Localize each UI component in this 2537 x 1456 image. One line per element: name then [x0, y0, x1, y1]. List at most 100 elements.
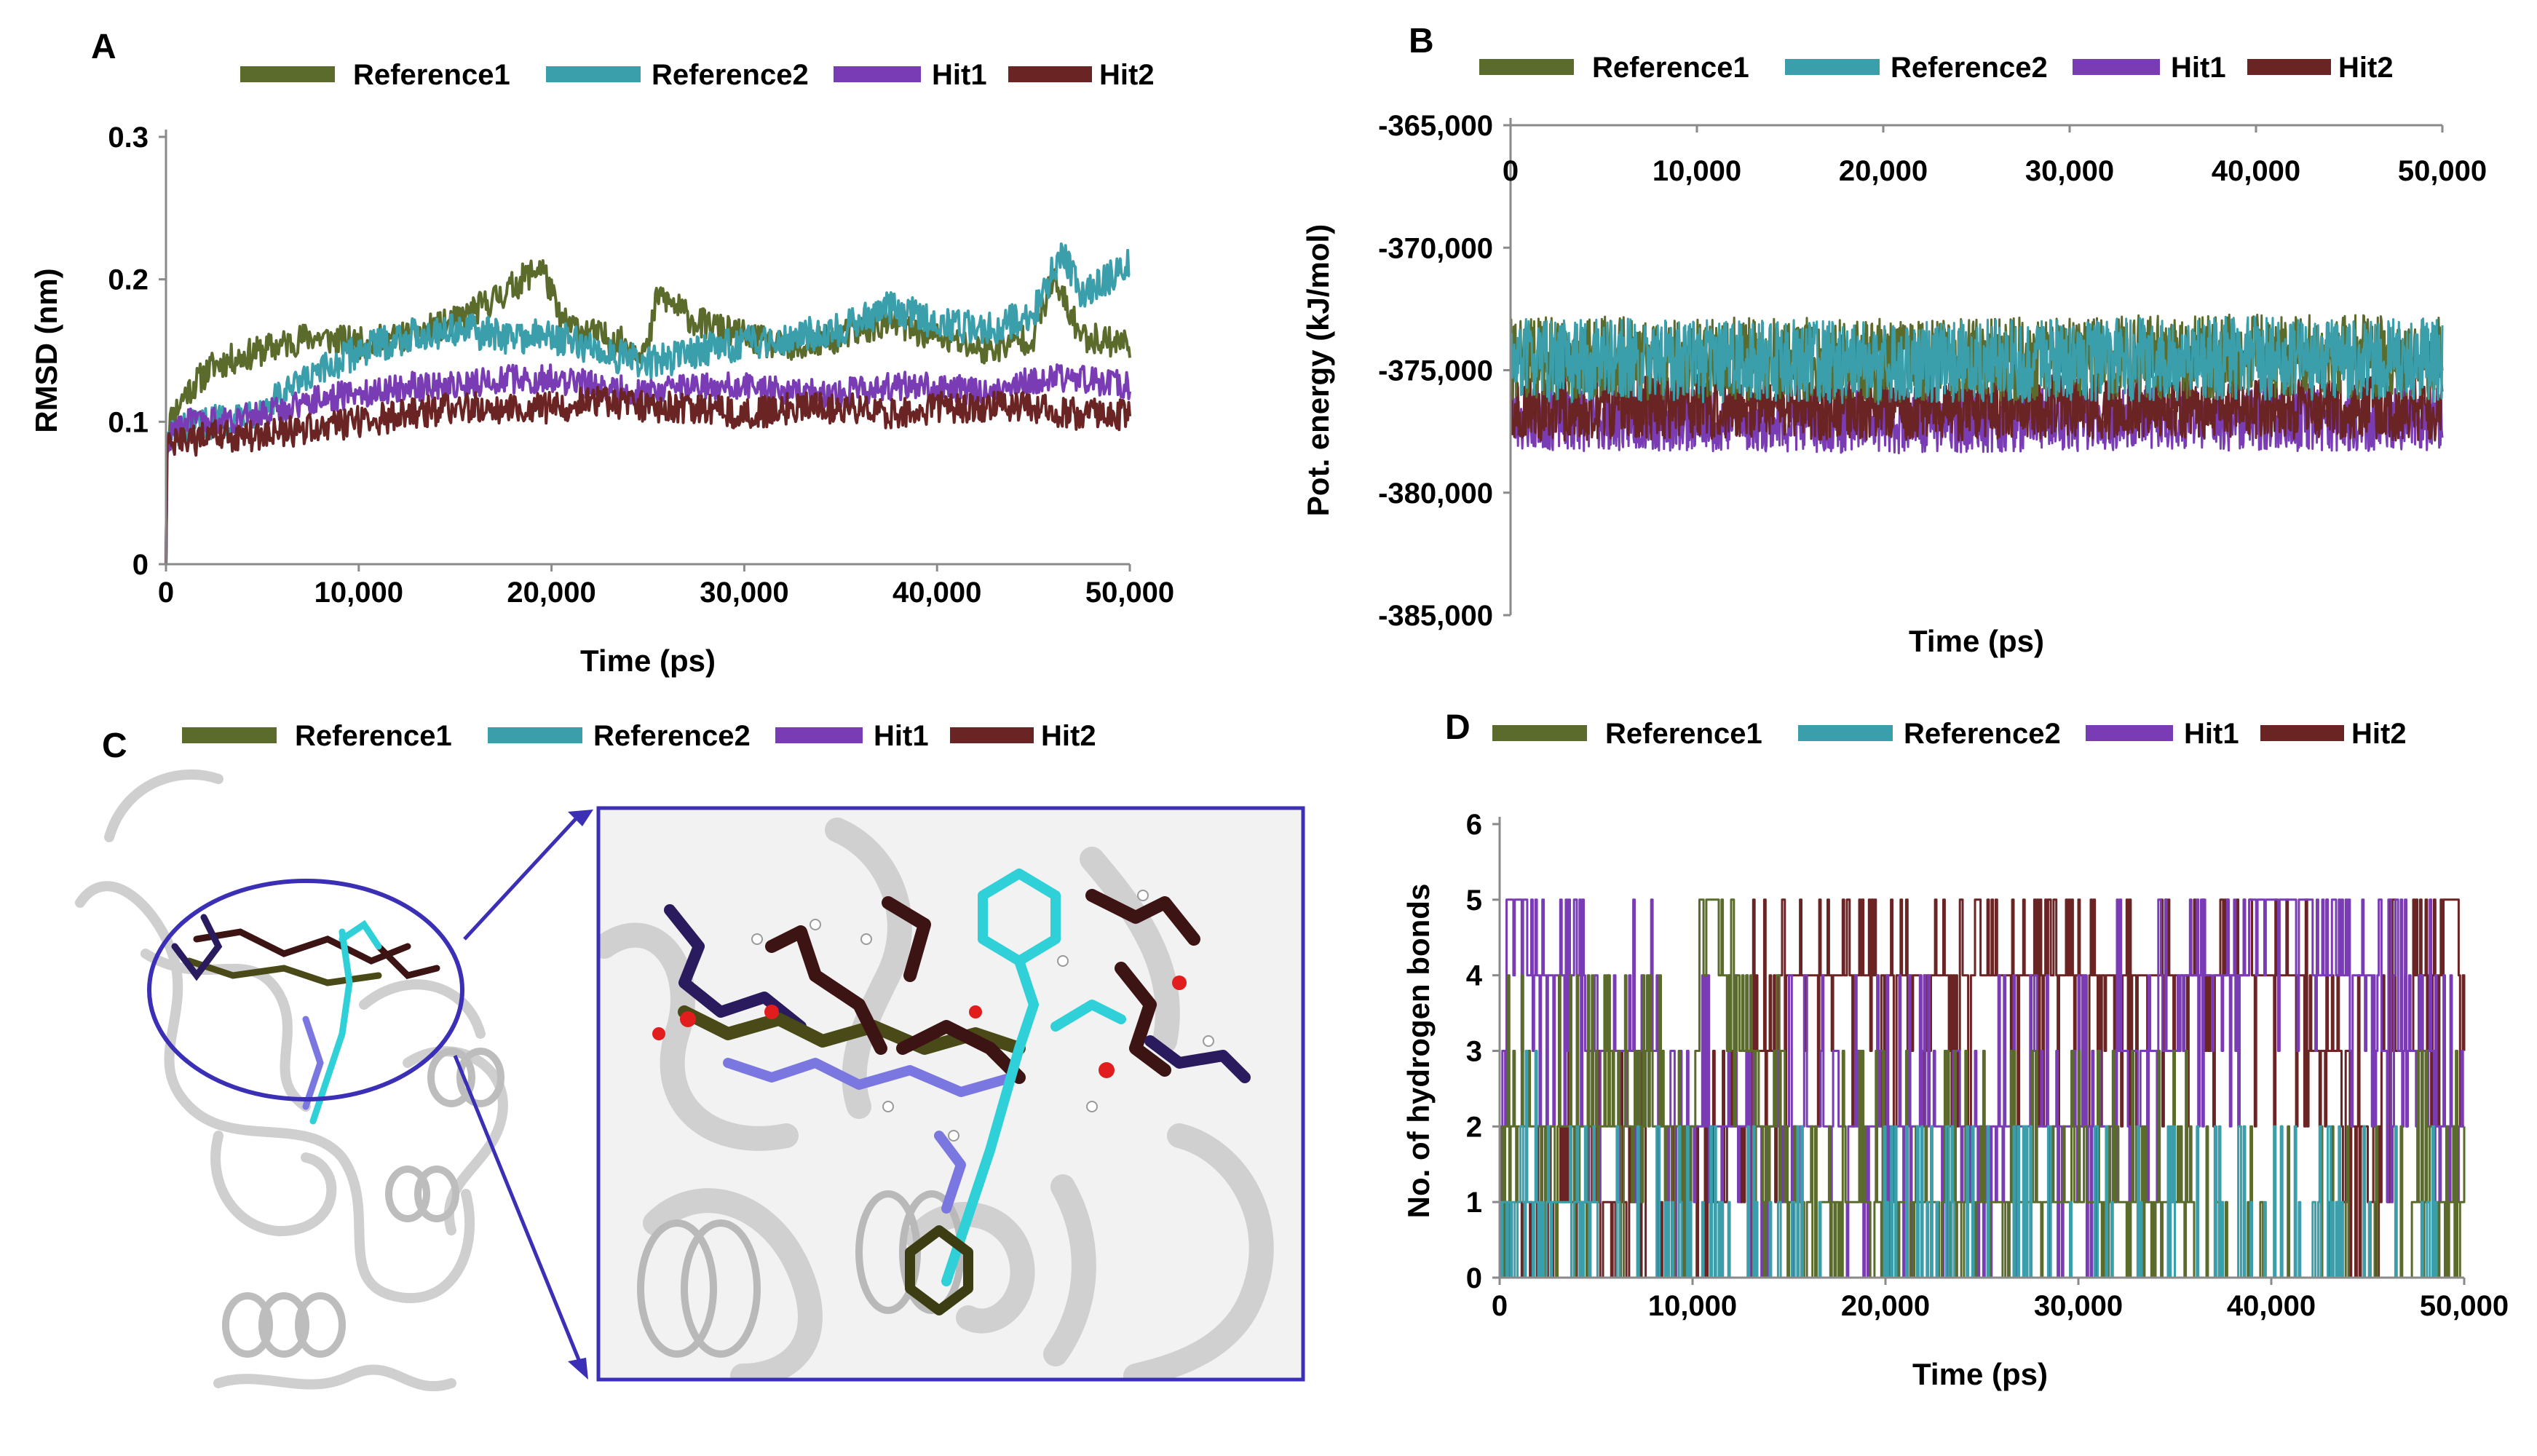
panel-d-legend-label-reference1: Reference1	[1605, 718, 1762, 750]
zoom-line-bottom	[453, 1055, 585, 1369]
panel-d-y-tick-label: 6	[1466, 809, 1482, 841]
panel-b-y-axis-title: Pot. energy (kJ/mol)	[1301, 224, 1335, 516]
panel-d-y-tick-label: 0	[1466, 1262, 1482, 1294]
panel-a-y-axis-title: RMSD (nm)	[29, 268, 63, 432]
panel-d-y-tick-label: 1	[1466, 1187, 1482, 1219]
panel-d-legend-label-reference2: Reference2	[1904, 718, 2061, 750]
panel-d-x-tick-label: 50,000	[2420, 1290, 2509, 1322]
panel-b-y-tick-label: -365,000	[1378, 110, 1493, 142]
panel-b-legend-swatch-hit1	[2073, 59, 2160, 75]
panel-d-y-axis-title: No. of hydrogen bonds	[1401, 884, 1436, 1219]
binding-site-circle	[147, 879, 464, 1101]
panel-a-x-tick-label: 40,000	[892, 577, 981, 609]
panel-c-legend-label-reference2: Reference2	[593, 720, 751, 752]
panel-b-y-tick-label: -385,000	[1378, 600, 1493, 632]
panel-b-legend-swatch-reference2	[1785, 59, 1880, 75]
panel-a-legend-swatch-hit1	[834, 66, 921, 82]
inset-ribbon	[598, 818, 1274, 1380]
panel-b-x-tick-label: 0	[1503, 155, 1519, 187]
zoom-inset	[596, 806, 1305, 1382]
panel-c-legend-label-reference1: Reference1	[295, 720, 452, 752]
panel-a-x-tick-label: 20,000	[507, 577, 595, 609]
panel-d-x-tick-label: 10,000	[1648, 1290, 1737, 1322]
panel-b-x-tick-label: 20,000	[1839, 155, 1928, 187]
panel-d-legend-swatch-hit2	[2260, 725, 2344, 741]
zoom-arrow-top	[568, 810, 593, 826]
panel-d-legend-label-hit2: Hit2	[2351, 718, 2407, 750]
panel-b-x-tick-label: 50,000	[2398, 155, 2487, 187]
panel-label-d: D	[1445, 708, 1471, 747]
panel-a-x-axis-title: Time (ps)	[580, 644, 716, 678]
panel-d-legend-swatch-reference2	[1798, 725, 1893, 741]
zoom-line-top	[463, 810, 584, 941]
panel-b-x-axis-title: Time (ps)	[1909, 624, 2044, 658]
panel-b-series-reference2	[1509, 315, 2444, 405]
panel-a-y-tick-label: 0.2	[108, 264, 149, 296]
panel-label-c: C	[102, 727, 127, 765]
inset-hydrogen-atoms	[751, 890, 1214, 1142]
panel-b-x-tick-label: 40,000	[2212, 155, 2300, 187]
panel-a-legend-label-hit1: Hit1	[932, 59, 987, 91]
panel-a-series-hit1	[165, 363, 1131, 565]
panel-c-legend-label-hit1: Hit1	[874, 720, 929, 752]
panel-c-legend-swatch-hit2	[950, 727, 1034, 743]
inset-frame	[596, 806, 1305, 1382]
panel-c-legend: Reference1 Reference2 Hit1 Hit2	[182, 720, 1096, 752]
protein-helix-coils	[222, 1048, 504, 1358]
panel-b-legend-swatch-hit2	[2247, 59, 2331, 75]
panel-a-legend-swatch-hit2	[1008, 66, 1092, 82]
panel-d-y-tick-label: 5	[1466, 885, 1482, 917]
panel-d-hbond-chart: 0 10,000 20,000 30,000 40,000 50,000 0 1 2 3 4 5 6 Ti…	[1401, 718, 2509, 1391]
panel-b-series-hit2	[1509, 373, 2444, 442]
panel-d-legend-swatch-reference1	[1492, 725, 1587, 741]
panel-d-y-tick-label: 3	[1466, 1036, 1482, 1068]
panel-d-legend-swatch-hit1	[2086, 725, 2173, 741]
inset-oxygen-atoms	[652, 976, 1187, 1078]
panel-d-legend: Reference1 Reference2 Hit1 Hit2	[1492, 718, 2407, 750]
panel-b-x-tick-label: 10,000	[1653, 155, 1741, 187]
panel-b-legend-label-hit2: Hit2	[2338, 52, 2394, 84]
panel-d-legend-label-hit1: Hit1	[2184, 718, 2239, 750]
panel-d-series-hit2	[1500, 898, 2466, 1279]
panel-c-legend-swatch-hit1	[775, 727, 863, 743]
panel-b-legend-swatch-reference1	[1479, 59, 1574, 75]
inset-ligands	[664, 869, 1251, 1315]
panel-a-series-reference2	[165, 242, 1131, 565]
panel-a-legend-swatch-reference2	[546, 66, 641, 82]
panel-c-structure	[75, 769, 1305, 1392]
panel-d-x-tick-label: 30,000	[2034, 1290, 2123, 1322]
panel-a-legend-label-reference2: Reference2	[652, 59, 809, 91]
panel-a-series-hit2	[165, 386, 1131, 565]
panel-a-legend: Reference1 Reference2 Hit1 Hit2	[240, 59, 1155, 91]
panel-a-legend-swatch-reference1	[240, 66, 335, 82]
panel-b-x-tick-label: 30,000	[2025, 155, 2114, 187]
panel-c-legend-swatch-reference2	[488, 727, 582, 743]
panel-b-y-tick-label: -380,000	[1378, 478, 1493, 510]
panel-label-b: B	[1409, 22, 1434, 60]
panel-a-x-tick-label: 10,000	[314, 577, 403, 609]
panel-a-legend-label-hit2: Hit2	[1099, 59, 1155, 91]
panel-a-x-tick-label: 50,000	[1085, 577, 1174, 609]
panel-b-energy-chart: 0 10,000 20,000 30,000 40,000 50,000 -365,000 -…	[1301, 52, 2487, 658]
panel-a-x-tick-label: 30,000	[700, 577, 788, 609]
ligand-cluster-overview	[171, 914, 440, 1125]
panel-a-y-tick-label: 0.1	[108, 406, 149, 438]
panel-c-legend-swatch-reference1	[182, 727, 277, 743]
panel-b-y-tick-label: -375,000	[1378, 355, 1493, 387]
panel-a-rmsd-chart: 0 10,000 20,000 30,000 40,000 50,000 0 0.1 0.2 0.…	[29, 59, 1174, 678]
panel-a-x-tick-label: 0	[158, 577, 174, 609]
panel-b-legend-label-hit1: Hit1	[2171, 52, 2226, 84]
panel-b-y-tick-label: -370,000	[1378, 232, 1493, 264]
panel-d-x-tick-label: 0	[1492, 1290, 1508, 1322]
zoom-arrow-bottom	[568, 1358, 588, 1380]
panel-b-legend: Reference1 Reference2 Hit1 Hit2	[1479, 52, 2394, 84]
panel-d-y-tick-label: 4	[1466, 960, 1483, 992]
panel-d-x-axis-title: Time (ps)	[1912, 1357, 2048, 1391]
panel-a-legend-label-reference1: Reference1	[353, 59, 510, 91]
panel-a-series-reference1	[165, 259, 1131, 565]
panel-b-legend-label-reference1: Reference1	[1592, 52, 1749, 84]
panel-c-legend-label-hit2: Hit2	[1041, 720, 1096, 752]
panel-d-x-tick-label: 40,000	[2227, 1290, 2316, 1322]
panel-label-a: A	[91, 28, 116, 66]
